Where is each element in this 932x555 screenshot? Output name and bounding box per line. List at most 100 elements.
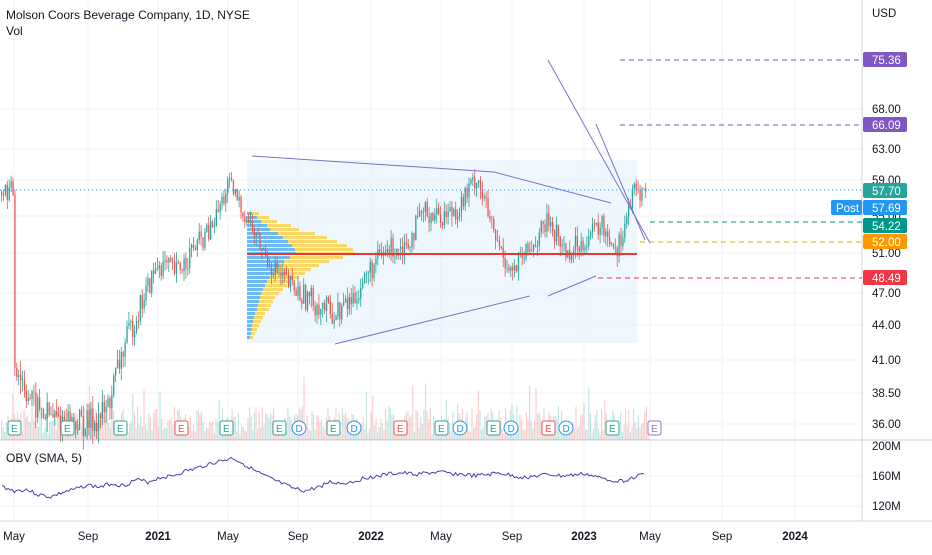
candle-body	[506, 267, 508, 269]
candle-body	[527, 243, 529, 252]
candle-body	[553, 230, 556, 242]
candle-body	[204, 231, 206, 248]
candle-body	[52, 414, 54, 418]
candle-body	[137, 321, 140, 322]
volume-bar	[41, 413, 43, 440]
volume-bar	[412, 385, 414, 440]
volume-bar	[644, 411, 646, 440]
volume-bar	[229, 431, 231, 440]
candle-body	[367, 272, 369, 274]
candle-body	[77, 429, 79, 431]
candle-body	[113, 375, 115, 396]
volume-bar	[506, 429, 508, 440]
candle-body	[242, 212, 244, 217]
volume-bar	[143, 389, 145, 440]
candle-body	[409, 247, 411, 249]
volume-bar	[482, 426, 484, 440]
candle-body	[544, 224, 546, 233]
candle-body	[308, 291, 311, 297]
volume-profile-bar-up	[247, 240, 288, 243]
candle-body	[403, 242, 406, 256]
earnings-marker-label: E	[651, 424, 658, 435]
candle-body	[548, 213, 550, 227]
candle-body	[124, 342, 126, 357]
candle-body	[641, 188, 643, 201]
volume-bar	[151, 430, 153, 440]
candle-body	[346, 298, 349, 309]
candle-body	[295, 290, 297, 296]
candle-body	[69, 411, 71, 430]
volume-bar	[39, 406, 41, 440]
candle-body	[206, 224, 208, 232]
volume-bar	[228, 431, 230, 440]
volume-bar	[33, 420, 35, 440]
candle-body	[21, 379, 24, 381]
candle-body	[272, 273, 274, 276]
candle-body	[597, 222, 599, 235]
volume-bar	[49, 421, 51, 440]
candle-body	[177, 262, 179, 264]
volume-bar	[212, 421, 214, 440]
volume-bar	[481, 429, 483, 440]
candle-body	[624, 223, 626, 238]
candle-body	[388, 248, 390, 255]
volume-bar	[76, 413, 78, 440]
volume-bar	[26, 415, 28, 440]
volume-bar	[594, 415, 596, 440]
volume-bar	[401, 433, 403, 440]
price-tick-label: 68.00	[872, 104, 901, 116]
candle-body	[360, 287, 362, 299]
volume-profile-bar-up	[247, 336, 250, 339]
candle-body	[189, 247, 191, 269]
candle-body	[314, 306, 316, 316]
obv-tick-label: 120M	[872, 501, 901, 513]
candle-body	[78, 409, 81, 431]
volume-bar	[645, 406, 647, 440]
earnings-marker-label: E	[11, 424, 18, 435]
volume-bar	[37, 426, 39, 440]
candle-body	[166, 260, 168, 263]
candle-body	[164, 260, 166, 262]
dividend-marker	[346, 420, 362, 436]
earnings-marker-label: E	[276, 424, 283, 435]
volume-bar	[586, 429, 588, 440]
candle-body	[576, 236, 578, 247]
candle-body	[354, 292, 356, 304]
volume-bar	[84, 408, 86, 440]
time-tick-label: May	[3, 531, 25, 543]
volume-bar	[137, 406, 139, 440]
volume-bar	[244, 430, 246, 440]
volume-bar	[204, 431, 206, 440]
volume-bar	[407, 410, 409, 440]
volume-bar	[317, 416, 319, 440]
earnings-marker	[434, 420, 449, 436]
time-tick-label: May	[639, 531, 661, 543]
candle-body	[470, 179, 472, 184]
candle-body	[286, 274, 288, 276]
volume-bar	[365, 391, 367, 440]
volume-profile-bar-down	[252, 212, 259, 215]
volume-bar	[242, 427, 244, 440]
volume-bar	[373, 425, 375, 440]
volume-bar	[385, 408, 387, 440]
volume-bar	[501, 428, 503, 440]
candle-body	[141, 294, 143, 309]
price-level-value: 57.69	[872, 203, 901, 215]
volume-bar	[484, 416, 486, 440]
volume-bar	[380, 418, 382, 440]
candle-body	[639, 190, 641, 201]
volume-profile-bar-down	[295, 248, 353, 251]
candle-body	[457, 216, 459, 220]
candle-body	[158, 265, 160, 269]
volume-bar	[31, 407, 33, 440]
candle-body	[103, 402, 105, 413]
time-tick-label: Sep	[288, 531, 308, 543]
price-tick-label: 36.00	[872, 419, 901, 431]
trendline	[493, 171, 612, 204]
candle-body	[483, 196, 485, 198]
volume-bar	[196, 411, 198, 440]
volume-bar	[578, 425, 580, 440]
volume-profile-bar-down	[288, 240, 337, 243]
candle-body	[496, 240, 499, 241]
